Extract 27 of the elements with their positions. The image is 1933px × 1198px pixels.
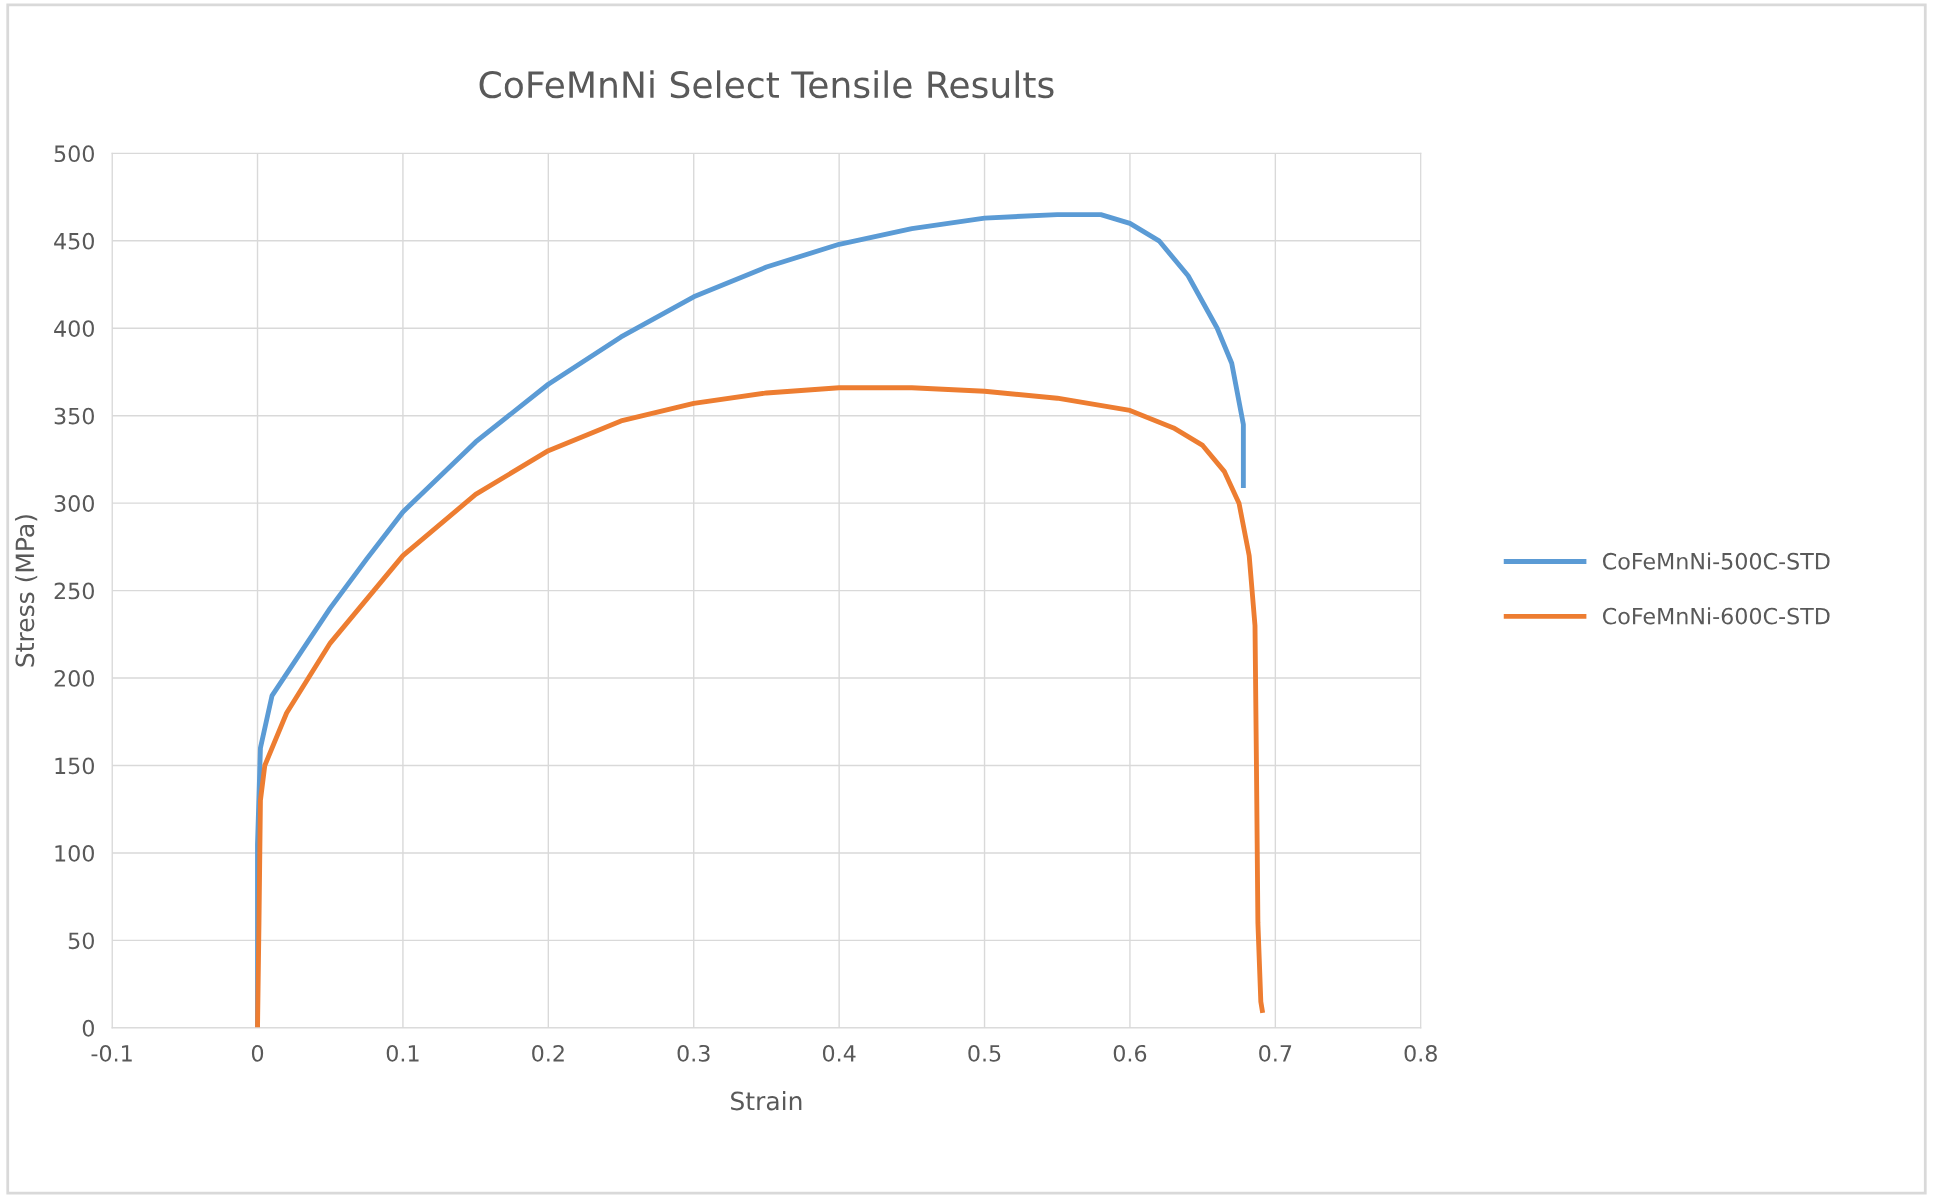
y-tick-label: 300 xyxy=(54,495,94,512)
x-tick-label: 0.4 xyxy=(822,1044,856,1062)
x-tick-label: 0.3 xyxy=(677,1044,710,1062)
chart-title: CoFeMnNi Select Tensile Results xyxy=(479,70,1054,99)
y-tick-label: 250 xyxy=(54,582,94,600)
y-tick-label: 450 xyxy=(54,232,94,250)
x-tick-label: 0.2 xyxy=(532,1044,564,1062)
y-axis-title: Stress (MPa) xyxy=(14,515,38,667)
x-tick-label: 0.1 xyxy=(386,1044,419,1062)
y-tick-label: 350 xyxy=(54,407,94,425)
x-tick-label: 0 xyxy=(251,1044,264,1062)
x-axis-title: Strain xyxy=(731,1091,802,1111)
x-tick-label: 0.5 xyxy=(968,1044,1001,1062)
legend-label: CoFeMnNi-500C-STD xyxy=(1602,552,1830,570)
line-series xyxy=(255,385,1265,1028)
legend-label: CoFeMnNi-600C-STD xyxy=(1602,607,1830,625)
x-tick-label: 0.8 xyxy=(1404,1044,1437,1062)
y-tick-label: 0 xyxy=(82,1019,94,1037)
y-tick-label: 50 xyxy=(68,932,94,950)
y-tick-label: 100 xyxy=(55,844,94,862)
x-tick-label: -0.1 xyxy=(91,1044,132,1062)
x-tick-label: 0.6 xyxy=(1113,1044,1147,1062)
x-tick-label: 0.7 xyxy=(1259,1044,1292,1062)
y-tick-label: 200 xyxy=(54,670,94,687)
y-tick-label: 400 xyxy=(54,320,94,338)
y-tick-label: 150 xyxy=(55,757,94,775)
y-tick-label: 500 xyxy=(54,145,94,163)
